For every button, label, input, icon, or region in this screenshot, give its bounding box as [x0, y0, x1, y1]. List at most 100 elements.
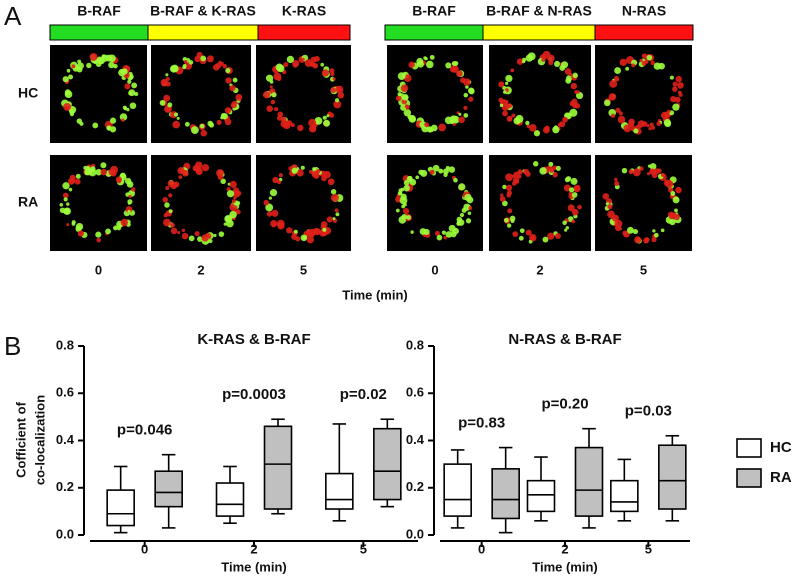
fluorescence-spot	[458, 116, 465, 124]
fluorescence-spot	[641, 61, 647, 66]
fluorescence-spot	[310, 56, 317, 63]
fluorescence-spot	[200, 55, 207, 62]
fluorescence-spot	[89, 52, 98, 61]
box	[443, 463, 472, 517]
fluorescence-spot	[426, 126, 434, 133]
fluorescence-spot	[326, 216, 333, 223]
fluorescence-spot	[419, 228, 427, 235]
fluorescence-spot	[663, 111, 670, 117]
fluorescence-spot	[128, 89, 136, 97]
fluorescence-spot	[181, 228, 186, 233]
fluorescence-spot	[63, 207, 70, 215]
fluorescence-spot	[402, 207, 410, 215]
fluorescence-spot	[276, 64, 285, 73]
fluorescence-spot	[530, 236, 536, 242]
fluorescence-spot	[108, 61, 115, 69]
fluorescence-spot	[614, 76, 620, 82]
fluorescence-spot	[337, 92, 345, 99]
fluorescence-spot	[224, 107, 232, 114]
fluorescence-spot	[332, 217, 336, 221]
fluorescence-spot	[653, 232, 659, 238]
fluorescence-spot	[415, 175, 420, 180]
fluorescence-spot	[181, 232, 189, 240]
fluorescence-spot	[313, 228, 321, 236]
fluorescence-spot	[63, 197, 68, 202]
fluorescence-spot	[656, 121, 661, 127]
fluorescence-spot	[509, 215, 516, 222]
chart-title: N-RAS & B-RAF	[508, 331, 621, 348]
fluorescence-spot	[570, 177, 578, 185]
fluorescence-spot	[451, 65, 459, 73]
fluorescence-spot	[184, 59, 188, 64]
fluorescence-spot	[555, 165, 561, 171]
fluorescence-spot	[286, 227, 293, 234]
fluorescence-spot	[101, 54, 109, 62]
fluorescence-spot	[100, 168, 107, 176]
p-value: p=0.0003	[222, 386, 286, 403]
fluorescence-spot	[505, 184, 513, 191]
box	[373, 427, 402, 501]
fluorescence-spot	[507, 208, 513, 214]
fluorescence-spot	[499, 103, 504, 108]
x-axis-label: Time (min)	[342, 287, 408, 302]
fluorescence-spot	[230, 102, 237, 109]
fluorescence-spot	[498, 97, 504, 103]
fluorescence-spot	[443, 235, 448, 240]
fluorescence-spot	[672, 196, 680, 204]
panel-label: A	[4, 1, 22, 31]
fluorescence-spot	[448, 166, 456, 173]
fluorescence-spot	[399, 196, 408, 205]
fluorescence-spot	[306, 235, 315, 244]
fluorescence-spot	[322, 115, 327, 120]
fluorescence-spot	[617, 115, 626, 124]
fluorescence-spot	[554, 60, 561, 67]
fluorescence-spot	[229, 210, 237, 219]
fluorescence-spot	[113, 63, 118, 69]
fluorescence-spot	[207, 120, 213, 127]
fluorescence-spot	[222, 64, 228, 69]
fluorescence-spot	[129, 102, 137, 110]
fluorescence-spot	[561, 61, 569, 69]
fluorescence-spot	[628, 118, 635, 126]
fluorescence-spot	[564, 68, 572, 75]
fluorescence-spot	[639, 166, 644, 171]
fluorescence-spot	[213, 63, 220, 71]
color-bar	[257, 24, 351, 41]
fluorescence-spot	[172, 120, 181, 129]
fluorescence-spot	[71, 222, 76, 226]
fluorescence-spot	[571, 219, 576, 224]
fluorescence-spot	[262, 91, 271, 99]
x-tick-label: 0	[141, 541, 148, 556]
fluorescence-spot	[419, 121, 427, 129]
fluorescence-spot	[614, 67, 622, 74]
fluorescence-spot	[614, 180, 620, 187]
fluorescence-spot	[194, 231, 200, 237]
fluorescence-spot	[226, 190, 235, 198]
fluorescence-spot	[417, 60, 424, 68]
fluorescence-spot	[126, 107, 130, 112]
fluorescence-spot	[268, 196, 272, 200]
fluorescence-spot	[438, 123, 446, 132]
fluorescence-spot	[618, 111, 623, 116]
p-value: p=0.046	[117, 422, 172, 439]
fluorescence-spot	[127, 79, 132, 84]
fluorescence-spot	[269, 189, 278, 197]
x-tick-label: 2	[561, 541, 568, 556]
fluorescence-spot	[647, 164, 652, 168]
fluorescence-spot	[445, 62, 452, 69]
fluorescence-spot	[572, 72, 578, 79]
x-tick-label: 5	[645, 541, 652, 556]
fluorescence-spot	[506, 223, 512, 228]
fluorescence-spot	[119, 172, 126, 179]
fluorescence-spot	[533, 161, 539, 167]
fluorescence-spot	[105, 228, 111, 235]
fluorescence-spot	[503, 90, 507, 94]
fluorescence-spot	[292, 60, 300, 68]
fluorescence-spot	[557, 122, 562, 127]
y-tick-label: 0.6	[56, 385, 74, 400]
legend-swatch	[736, 438, 762, 458]
fluorescence-spot	[444, 116, 453, 125]
fluorescence-spot	[672, 103, 680, 111]
column-header: K-RAS	[282, 3, 326, 19]
fluorescence-spot	[521, 59, 526, 64]
